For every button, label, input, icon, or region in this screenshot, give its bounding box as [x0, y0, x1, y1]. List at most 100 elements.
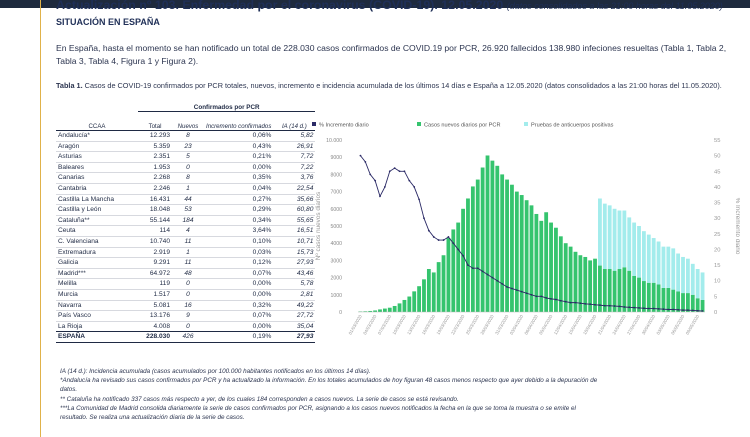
increment-point: [383, 186, 386, 188]
row-increment: 0,27%: [252, 195, 272, 203]
increment-point: [525, 292, 528, 295]
antibody-bar: [632, 222, 637, 276]
legend-label: % Incremento diario: [319, 123, 369, 129]
pcr-bar: [529, 205, 534, 312]
row-region: Ceuta: [58, 227, 76, 235]
pcr-bar: [500, 174, 505, 312]
row-ia: 7,22: [300, 163, 314, 171]
x-tick-label: 13/03/2020: [406, 314, 422, 336]
pcr-bar: [666, 287, 671, 312]
row-new: 44: [184, 195, 192, 203]
col-header-nuevos: Nuevos: [172, 111, 204, 132]
antibody-bar: [685, 258, 690, 294]
row-region: Cantabria: [58, 185, 87, 193]
row-new: 8: [186, 174, 190, 182]
row-region: Andalucía*: [58, 132, 90, 140]
table-row: Extremadura 2.919 1 0,03% 15,73: [56, 247, 316, 258]
x-tick-label: 07/03/2020: [377, 314, 393, 336]
y-tick-label: 9000: [330, 155, 342, 161]
y2-tick-label: 0: [714, 310, 717, 316]
x-tick-label: 03/05/2020: [655, 314, 671, 336]
increment-point: [682, 309, 684, 312]
cases-table: Confirmados por PCR CCAA Total Nuevos In…: [56, 102, 316, 343]
pcr-bar: [617, 269, 622, 312]
row-total: 18.048: [149, 206, 170, 214]
increment-point: [589, 303, 592, 306]
x-tick-label: 03/04/2020: [509, 314, 525, 336]
x-tick-label: 12/04/2020: [553, 314, 569, 336]
table-row: Canarias 2.268 8 0,35% 3,76: [56, 173, 316, 184]
increment-point: [652, 307, 655, 310]
table-row: La Rioja 4.008 0 0,00% 35,04: [56, 321, 316, 332]
row-new: 11: [184, 238, 192, 246]
row-total: 5.081: [153, 301, 170, 309]
pcr-bar: [475, 179, 480, 312]
increment-point: [672, 308, 675, 311]
pcr-bar: [656, 284, 661, 312]
legend-swatch: [417, 122, 421, 126]
pcr-bar: [358, 311, 363, 312]
increment-point: [408, 179, 411, 182]
increment-point: [379, 195, 381, 198]
page-title-note: (datos consolidados a las 21:00 horas de…: [506, 1, 723, 11]
increment-point: [530, 293, 533, 296]
x-tick-label: 18/04/2020: [582, 314, 598, 336]
pcr-bar: [373, 310, 378, 312]
pcr-bar: [690, 294, 695, 312]
increment-point: [662, 308, 665, 311]
antibody-bar: [642, 231, 646, 282]
row-ia: 15,73: [296, 248, 314, 256]
increment-point: [603, 304, 606, 307]
y-tick-label: 4000: [330, 241, 342, 247]
row-increment: 0,34%: [252, 216, 272, 224]
row-increment: 0,10%: [252, 238, 272, 246]
pcr-bar: [607, 269, 612, 312]
legend-swatch: [524, 122, 528, 126]
row-increment: 0,04%: [252, 185, 272, 193]
pcr-bar: [402, 299, 407, 312]
x-tick-label: 27/04/2020: [626, 314, 642, 336]
pcr-bar: [485, 155, 490, 312]
section-heading: SITUACIÓN EN ESPAÑA: [56, 17, 160, 27]
row-region: Melilla: [58, 280, 77, 288]
increment-point: [491, 276, 494, 279]
table-group-header: Confirmados por PCR: [138, 102, 316, 113]
row-region: Galicia: [58, 259, 79, 267]
col-header-ia: IA (14 d.): [273, 111, 316, 132]
row-ia: 60,80: [296, 206, 314, 214]
increment-point: [564, 300, 567, 303]
x-tick-label: 09/04/2020: [538, 314, 554, 336]
row-ia: 49,22: [296, 301, 314, 309]
row-total: 64.972: [149, 269, 170, 277]
pcr-bar: [622, 267, 627, 312]
x-tick-label: 09/05/2020: [685, 314, 701, 336]
increment-point: [594, 303, 596, 306]
row-ia: 22,54: [296, 185, 314, 193]
increment-point: [432, 236, 435, 238]
margin-rule: [40, 0, 41, 437]
row-ia: 16,51: [296, 227, 314, 235]
row-new: 0: [186, 163, 190, 171]
row-increment: 0,00%: [252, 280, 272, 288]
increment-point: [540, 295, 543, 298]
pcr-bar: [461, 208, 465, 312]
page-title-text: Actualización nº 103. Enfermedad por el …: [56, 0, 504, 12]
row-increment: 0,00%: [252, 291, 272, 298]
row-increment: 0,32%: [252, 301, 272, 309]
increment-point: [579, 302, 582, 305]
row-region: Aragón: [58, 142, 80, 150]
row-region: Asturias: [58, 153, 82, 161]
pcr-bar: [637, 277, 641, 312]
increment-point: [467, 264, 469, 266]
x-tick-label: 15/04/2020: [567, 314, 583, 336]
row-new: 4: [186, 227, 190, 235]
increment-point: [442, 239, 445, 241]
antibody-bar: [622, 210, 627, 268]
pcr-bar: [588, 260, 593, 312]
row-total: 5.359: [153, 142, 170, 150]
y-tick-label: 3000: [330, 258, 342, 264]
antibody-bar: [695, 269, 700, 299]
pcr-bar: [568, 246, 573, 312]
row-ia: 7,72: [300, 153, 314, 161]
y2-tick-label: 20: [714, 247, 720, 253]
